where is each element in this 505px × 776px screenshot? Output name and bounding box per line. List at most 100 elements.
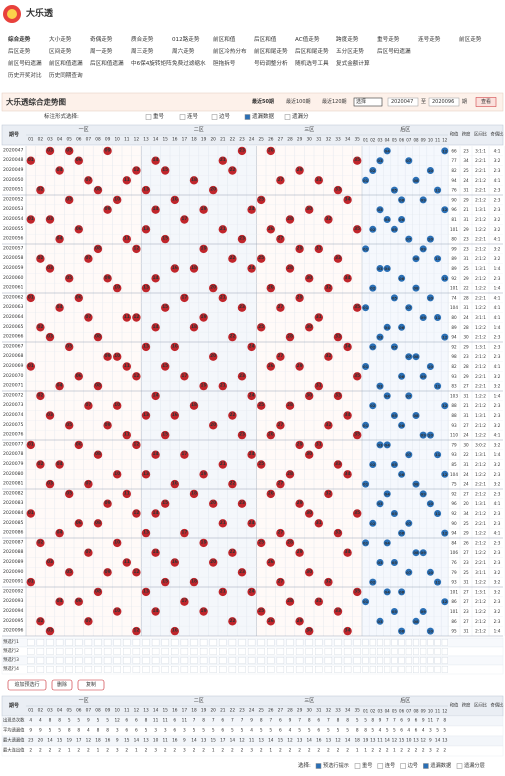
predict-cell[interactable] bbox=[391, 639, 398, 646]
predict-cell[interactable] bbox=[441, 639, 448, 646]
predict-cell[interactable] bbox=[65, 648, 73, 655]
predict-cell[interactable] bbox=[377, 657, 383, 664]
predict-cell[interactable] bbox=[209, 657, 217, 664]
footer-checkbox[interactable] bbox=[315, 763, 322, 769]
predict-cell[interactable] bbox=[353, 648, 361, 655]
predict-cell[interactable] bbox=[427, 657, 434, 664]
filter-option[interactable]: 边号 bbox=[219, 112, 231, 120]
nav-link[interactable]: 周三走势 bbox=[131, 47, 154, 55]
nav-link[interactable]: 历史同期查询 bbox=[49, 71, 83, 79]
footer-checkbox[interactable] bbox=[423, 763, 429, 769]
predict-cell[interactable] bbox=[267, 666, 275, 673]
recent-link[interactable]: 最近100期 bbox=[286, 98, 311, 105]
predict-cell[interactable] bbox=[123, 657, 131, 664]
footer-checkbox[interactable] bbox=[400, 763, 406, 769]
predict-cell[interactable] bbox=[161, 648, 169, 655]
filter-option[interactable]: 遗漏分 bbox=[292, 112, 309, 120]
filter-option[interactable]: 连号 bbox=[187, 112, 199, 120]
predict-cell[interactable] bbox=[353, 657, 361, 664]
predict-cell[interactable] bbox=[132, 666, 141, 673]
filter-checkbox[interactable] bbox=[284, 114, 291, 120]
action-button-text[interactable]: 追加预选行 bbox=[14, 681, 39, 688]
predict-cell[interactable] bbox=[151, 648, 160, 655]
predict-cell[interactable] bbox=[247, 648, 256, 655]
nav-link[interactable]: 随机选号工具 bbox=[295, 59, 329, 67]
nav-link[interactable]: 前区和尾走势 bbox=[254, 47, 288, 55]
predict-cell[interactable] bbox=[65, 657, 73, 664]
predict-cell[interactable] bbox=[36, 657, 45, 664]
predict-cell[interactable] bbox=[180, 639, 189, 646]
to-value[interactable]: 2020096 bbox=[432, 99, 454, 105]
predict-cell[interactable] bbox=[257, 639, 265, 646]
predict-cell[interactable] bbox=[398, 639, 405, 646]
predict-cell[interactable] bbox=[420, 648, 427, 655]
footer-checkbox[interactable] bbox=[377, 763, 384, 769]
footer-checkbox[interactable] bbox=[456, 763, 463, 769]
predict-cell[interactable] bbox=[334, 666, 342, 673]
footer-option[interactable]: 边号 bbox=[408, 761, 418, 769]
predict-cell[interactable] bbox=[247, 666, 256, 673]
predict-cell[interactable] bbox=[27, 657, 35, 664]
predict-cell[interactable] bbox=[171, 666, 179, 673]
predict-cell[interactable] bbox=[151, 639, 160, 646]
predict-cell[interactable] bbox=[199, 648, 208, 655]
predict-cell[interactable] bbox=[384, 666, 391, 673]
predict-cell[interactable] bbox=[362, 666, 369, 673]
predict-cell[interactable] bbox=[75, 657, 83, 664]
predict-cell[interactable] bbox=[55, 657, 64, 664]
predict-cell[interactable] bbox=[398, 657, 405, 664]
nav-link[interactable]: AC值走势 bbox=[295, 35, 320, 43]
predict-cell[interactable] bbox=[413, 666, 419, 673]
predict-cell[interactable] bbox=[46, 639, 54, 646]
predict-cell[interactable] bbox=[420, 639, 427, 646]
predict-cell[interactable] bbox=[171, 657, 179, 664]
nav-link[interactable]: 历史开奖对比 bbox=[8, 71, 42, 79]
predict-cell[interactable] bbox=[219, 657, 227, 664]
nav-link[interactable]: 前区冷热分布 bbox=[213, 47, 247, 55]
predict-cell[interactable] bbox=[123, 648, 131, 655]
nav-link[interactable]: 周六走势 bbox=[172, 47, 195, 55]
predict-cell[interactable] bbox=[75, 639, 83, 646]
predict-cell[interactable] bbox=[377, 639, 383, 646]
predict-cell[interactable] bbox=[427, 666, 434, 673]
predict-cell[interactable] bbox=[405, 648, 412, 655]
predict-cell[interactable] bbox=[199, 639, 208, 646]
predict-cell[interactable] bbox=[334, 639, 342, 646]
predict-cell[interactable] bbox=[161, 666, 169, 673]
predict-cell[interactable] bbox=[27, 666, 35, 673]
predict-cell[interactable] bbox=[267, 648, 275, 655]
predict-cell[interactable] bbox=[103, 666, 112, 673]
nav-link[interactable]: 后区走势 bbox=[8, 47, 31, 55]
predict-cell[interactable] bbox=[276, 648, 285, 655]
nav-link[interactable]: 后区和值 bbox=[254, 35, 277, 43]
nav-link[interactable]: 周一走势 bbox=[90, 47, 113, 55]
predict-cell[interactable] bbox=[151, 666, 160, 673]
predict-cell[interactable] bbox=[420, 666, 427, 673]
predict-cell[interactable] bbox=[257, 666, 265, 673]
from-value[interactable]: 2020047 bbox=[391, 99, 413, 105]
nav-link[interactable]: 奇偶走势 bbox=[90, 35, 113, 43]
predict-cell[interactable] bbox=[132, 648, 141, 655]
predict-cell[interactable] bbox=[228, 657, 237, 664]
nav-link[interactable]: 跨度走势 bbox=[336, 35, 359, 43]
nav-link[interactable]: 后区和尾走势 bbox=[295, 47, 329, 55]
predict-cell[interactable] bbox=[123, 639, 131, 646]
predict-cell[interactable] bbox=[286, 666, 294, 673]
nav-link[interactable]: 012路走势 bbox=[172, 35, 200, 43]
nav-link[interactable]: 中6保4旋转矩阵 bbox=[131, 59, 172, 67]
predict-cell[interactable] bbox=[113, 657, 121, 664]
predict-cell[interactable] bbox=[295, 666, 304, 673]
predict-cell[interactable] bbox=[391, 648, 398, 655]
predict-cell[interactable] bbox=[315, 657, 323, 664]
predict-cell[interactable] bbox=[55, 648, 64, 655]
predict-cell[interactable] bbox=[199, 657, 208, 664]
predict-cell[interactable] bbox=[228, 666, 237, 673]
predict-cell[interactable] bbox=[209, 639, 217, 646]
nav-link[interactable]: 综合走势 bbox=[8, 35, 31, 43]
select-box[interactable] bbox=[353, 97, 383, 107]
action-button-text[interactable]: 删除 bbox=[57, 681, 67, 688]
predict-cell[interactable] bbox=[413, 648, 419, 655]
predict-cell[interactable] bbox=[295, 657, 304, 664]
predict-cell[interactable] bbox=[286, 648, 294, 655]
predict-cell[interactable] bbox=[247, 657, 256, 664]
